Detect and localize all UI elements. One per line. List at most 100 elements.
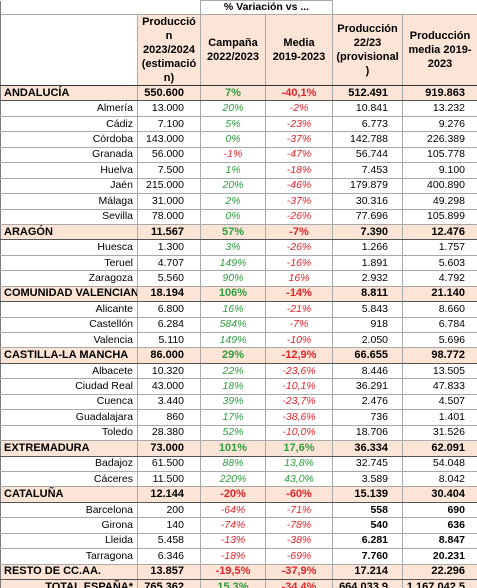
production-media-2019-2023: 919.863: [402, 84, 477, 102]
variation-vs-2022-23: 90%: [200, 270, 266, 287]
variation-vs-media: 17,6%: [265, 440, 333, 457]
province-name: Barcelona: [0, 501, 138, 519]
production-22-23: 56.744: [332, 146, 403, 164]
variation-vs-media: -60%: [265, 486, 333, 503]
production-2023-24: 12.144: [137, 486, 201, 503]
production-media-2019-2023: 9.100: [402, 162, 477, 179]
production-2023-24: 73.000: [137, 440, 201, 457]
production-media-2019-2023: 20.231: [402, 548, 477, 565]
production-2023-24: 13.857: [137, 563, 201, 581]
production-22-23: 77.696: [332, 208, 403, 225]
production-media-2019-2023: 30.404: [402, 486, 477, 503]
variation-vs-media: -26%: [265, 208, 333, 225]
production-2023-24: 61.500: [137, 455, 201, 472]
header-blank-cell: [0, 0, 138, 15]
production-2023-24: 6.284: [137, 316, 201, 334]
province-name: Huesca: [0, 239, 138, 256]
table-row: Lleida 5.458 -13% -38% 6.281 8.847: [0, 532, 477, 550]
production-media-2019-2023: 47.833: [402, 378, 477, 395]
province-name: Granada: [0, 146, 138, 164]
production-22-23: 36.334: [332, 440, 403, 457]
variation-vs-media: -38%: [265, 532, 333, 550]
province-name: Sevilla: [0, 208, 138, 225]
production-media-2019-2023: 690: [402, 501, 477, 519]
variation-vs-2022-23: -74%: [200, 517, 266, 534]
header-prod-2023-24: Producción 2023/2024 (estimación): [137, 14, 201, 86]
region-name: ANDALUCÍA: [0, 84, 138, 102]
production-22-23: 7.760: [332, 548, 403, 565]
variation-vs-2022-23: 88%: [200, 455, 266, 472]
production-media-2019-2023: 8.042: [402, 470, 477, 488]
production-22-23: 918: [332, 316, 403, 334]
production-2023-24: 18.194: [137, 285, 201, 303]
region-name: EXTREMADURA: [0, 440, 138, 457]
production-2023-24: 765.362: [137, 578, 201, 588]
production-2023-24: 3.440: [137, 393, 201, 411]
variation-vs-media: -18%: [265, 162, 333, 179]
header-region-cell: [0, 14, 138, 86]
table-row-region: ANDALUCÍA 550.600 7% -40,1% 512.491 919.863: [0, 84, 477, 102]
table-row-region: CASTILLA-LA MANCHA 86.000 29% -12,9% 66.655 9…: [0, 347, 477, 364]
variation-vs-media: -37%: [265, 131, 333, 148]
table-row: Zaragoza 5.560 90% 16% 2.932 4.792: [0, 270, 477, 287]
province-name: Jaén: [0, 177, 138, 195]
production-2023-24: 43.000: [137, 378, 201, 395]
variation-vs-2022-23: 20%: [200, 177, 266, 195]
table-row: Girona 140 -74% -78% 540 636: [0, 517, 477, 534]
variation-vs-media: -71%: [265, 501, 333, 519]
table-row-region: EXTREMADURA 73.000 101% 17,6% 36.334 62.091: [0, 440, 477, 457]
production-22-23: 736: [332, 409, 403, 426]
province-name: Cáceres: [0, 470, 138, 488]
header-blank-cell: [402, 0, 477, 15]
production-media-2019-2023: 1.757: [402, 239, 477, 256]
table-row: Almería 13.000 20% -2% 10.841 13.232: [0, 100, 477, 117]
production-22-23: 10.841: [332, 100, 403, 117]
production-media-2019-2023: 49.298: [402, 193, 477, 210]
production-2023-24: 200: [137, 501, 201, 519]
variation-vs-2022-23: 7%: [200, 84, 266, 102]
production-media-2019-2023: 105.899: [402, 208, 477, 225]
variation-vs-media: -21%: [265, 301, 333, 318]
variation-vs-media: -69%: [265, 548, 333, 565]
production-22-23: 36.291: [332, 378, 403, 395]
variation-vs-2022-23: 106%: [200, 285, 266, 303]
table-row: Granada 56.000 -1% -47% 56.744 105.778: [0, 146, 477, 164]
production-media-2019-2023: 105.778: [402, 146, 477, 164]
production-2023-24: 6.800: [137, 301, 201, 318]
production-2023-24: 1.300: [137, 239, 201, 256]
production-22-23: 540: [332, 517, 403, 534]
table-row: Huelva 7.500 1% -18% 7.453 9.100: [0, 162, 477, 179]
production-2023-24: 143.000: [137, 131, 201, 148]
production-media-2019-2023: 4.507: [402, 393, 477, 411]
province-name: Almería: [0, 100, 138, 117]
header-row: Producción 2023/2024 (estimación) Campañ…: [0, 14, 477, 86]
header-group-row: % Variación vs ...: [0, 0, 477, 15]
table-row: Córdoba 143.000 0% -37% 142.788 226.389: [0, 131, 477, 148]
production-media-2019-2023: 98.772: [402, 347, 477, 364]
table-row: Ciudad Real 43.000 18% -10,1% 36.291 47.833: [0, 378, 477, 395]
header-prod-media: Producción media 2019-2023: [402, 14, 477, 86]
production-22-23: 8.811: [332, 285, 403, 303]
table-row-region: CATALUÑA 12.144 -20% -60% 15.139 30.404: [0, 486, 477, 503]
variation-vs-2022-23: 17%: [200, 409, 266, 426]
production-2023-24: 7.100: [137, 115, 201, 133]
production-22-23: 7.390: [332, 223, 403, 241]
variation-vs-media: -12,9%: [265, 347, 333, 364]
variation-vs-2022-23: 1%: [200, 162, 266, 179]
production-2023-24: 78.000: [137, 208, 201, 225]
variation-vs-media: -78%: [265, 517, 333, 534]
variation-vs-media: 16%: [265, 270, 333, 287]
production-22-23: 17.214: [332, 563, 403, 581]
variation-vs-2022-23: 29%: [200, 347, 266, 364]
province-name: Girona: [0, 517, 138, 534]
production-media-2019-2023: 9.276: [402, 115, 477, 133]
table-row: Toledo 28.380 52% -10,0% 18.706 31.526: [0, 424, 477, 442]
table-row: Málaga 31.000 2% -37% 30.316 49.298: [0, 193, 477, 210]
table-row: Cádiz 7.100 5% -23% 6.773 9.276: [0, 115, 477, 133]
variation-vs-media: -46%: [265, 177, 333, 195]
variation-vs-2022-23: -1%: [200, 146, 266, 164]
province-name: Badajoz: [0, 455, 138, 472]
production-2023-24: 5.560: [137, 270, 201, 287]
production-22-23: 2.932: [332, 270, 403, 287]
region-name: CASTILLA-LA MANCHA: [0, 347, 138, 364]
